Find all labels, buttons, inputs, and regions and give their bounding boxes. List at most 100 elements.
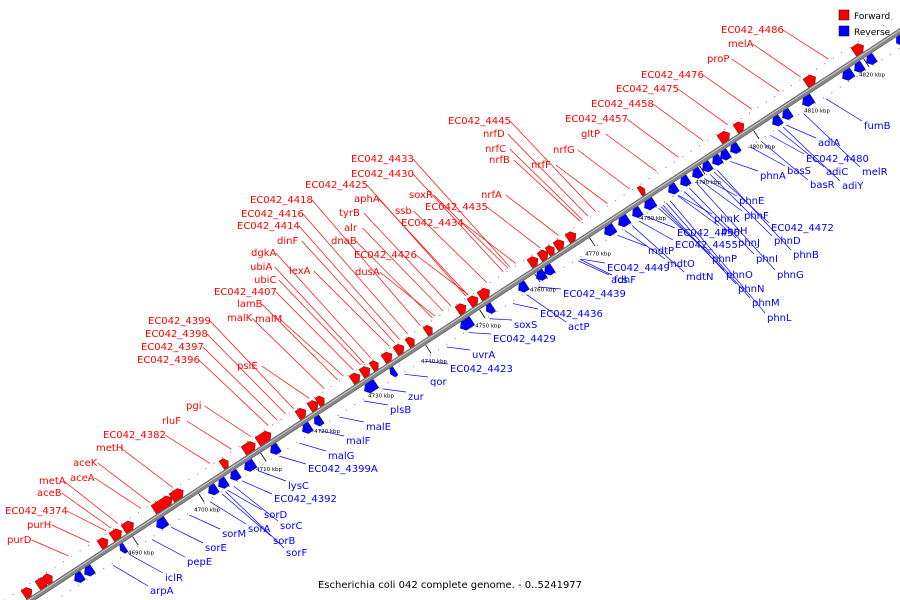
forward-gene-arrow[interactable]	[536, 249, 549, 262]
forward-gene-arrow[interactable]	[358, 366, 371, 379]
reverse-label-connector	[700, 180, 743, 212]
reverse-gene-label: adiA	[818, 138, 840, 149]
reverse-gene-arrow[interactable]	[866, 52, 878, 65]
reverse-label-connector	[446, 346, 471, 351]
forward-gene-arrow[interactable]	[96, 537, 109, 550]
forward-gene-arrow[interactable]	[392, 343, 405, 356]
reverse-gene-arrow[interactable]	[302, 421, 314, 434]
forward-gene-arrow[interactable]	[476, 287, 490, 302]
forward-gene-arrow[interactable]	[544, 245, 555, 257]
reverse-gene-arrow[interactable]	[314, 415, 325, 427]
forward-gene-arrow[interactable]	[636, 185, 646, 197]
reverse-gene-arrow[interactable]	[730, 141, 742, 154]
reverse-gene-label: pepE	[187, 557, 212, 568]
forward-gene-arrow[interactable]	[422, 324, 433, 337]
forward-gene-arrow[interactable]	[240, 441, 256, 456]
forward-label-connector	[51, 524, 90, 543]
reverse-gene-arrow[interactable]	[712, 153, 724, 166]
forward-gene-arrow[interactable]	[552, 239, 565, 252]
forward-gene-arrow[interactable]	[454, 303, 467, 316]
reverse-gene-arrow[interactable]	[218, 476, 230, 489]
forward-gene-arrow[interactable]	[716, 130, 730, 145]
forward-gene-arrow[interactable]	[466, 295, 479, 308]
forward-gene-arrow[interactable]	[150, 495, 173, 515]
reverse-gene-arrow[interactable]	[544, 263, 556, 276]
reverse-gene-arrow[interactable]	[854, 60, 866, 73]
forward-label-connector	[363, 212, 452, 307]
forward-label-connector	[206, 333, 286, 415]
forward-gene-arrow[interactable]	[218, 458, 229, 470]
reverse-gene-arrow[interactable]	[668, 182, 680, 195]
reverse-gene-arrow[interactable]	[842, 67, 856, 81]
forward-label-connector	[507, 133, 589, 217]
reverse-gene-arrow[interactable]	[208, 483, 220, 496]
reverse-gene-arrow[interactable]	[772, 114, 784, 127]
reverse-gene-arrow[interactable]	[692, 166, 704, 179]
reverse-gene-arrow[interactable]	[74, 570, 86, 583]
forward-gene-arrow[interactable]	[368, 360, 379, 372]
gene-arrows[interactable]	[20, 34, 900, 600]
forward-label-connector	[209, 320, 294, 409]
forward-gene-label: pgi	[186, 401, 201, 412]
reverse-gene-arrow[interactable]	[486, 302, 497, 314]
reverse-gene-arrow[interactable]	[720, 148, 732, 161]
forward-gene-arrow[interactable]	[802, 74, 816, 88]
forward-gene-arrow[interactable]	[294, 408, 307, 421]
reverse-gene-arrow[interactable]	[680, 174, 692, 187]
tick-mark	[132, 536, 139, 546]
reverse-gene-arrow[interactable]	[119, 543, 129, 554]
reverse-label-connector	[689, 187, 755, 255]
reverse-gene-arrow[interactable]	[536, 268, 548, 281]
forward-gene-arrow[interactable]	[42, 573, 53, 585]
reverse-label-connector	[678, 195, 713, 215]
forward-gene-arrow[interactable]	[108, 528, 122, 542]
forward-gene-label: aceA	[70, 473, 95, 484]
forward-gene-arrow[interactable]	[732, 121, 745, 134]
forward-label-connector	[198, 359, 269, 426]
reverse-gene-arrow[interactable]	[270, 442, 282, 455]
reverse-gene-arrow[interactable]	[389, 366, 399, 378]
reverse-gene-arrow[interactable]	[632, 205, 644, 219]
forward-gene-label: EC042_4458	[591, 99, 654, 110]
forward-gene-arrow[interactable]	[850, 43, 864, 57]
reverse-gene-arrow[interactable]	[518, 280, 530, 293]
forward-gene-arrow[interactable]	[20, 587, 33, 600]
reverse-gene-arrow[interactable]	[244, 458, 258, 472]
reverse-gene-arrow[interactable]	[782, 107, 794, 120]
reverse-gene-arrow[interactable]	[156, 516, 170, 530]
reverse-gene-arrow[interactable]	[644, 197, 658, 211]
reverse-gene-label: sorM	[222, 529, 246, 540]
forward-gene-arrow[interactable]	[404, 336, 415, 349]
forward-label-connector	[302, 213, 409, 335]
reverse-gene-label: sorD	[264, 510, 287, 521]
forward-gene-arrow[interactable]	[306, 400, 319, 413]
forward-gene-arrow[interactable]	[348, 372, 361, 385]
reverse-gene-arrow[interactable]	[604, 223, 618, 237]
forward-label-connector	[186, 420, 232, 450]
forward-label-connector	[362, 227, 444, 312]
forward-gene-arrow[interactable]	[254, 430, 272, 447]
forward-gene-arrow[interactable]	[526, 256, 539, 269]
reverse-gene-label: phnE	[739, 196, 764, 207]
reverse-gene-label: arpA	[150, 586, 174, 597]
reverse-gene-label: lysC	[288, 481, 309, 492]
forward-gene-arrow[interactable]	[314, 395, 325, 407]
reverse-gene-arrow[interactable]	[702, 160, 714, 173]
reverse-gene-arrow[interactable]	[364, 379, 380, 394]
reverse-gene-arrow[interactable]	[84, 564, 96, 577]
reverse-gene-arrow[interactable]	[802, 93, 816, 107]
reverse-gene-arrow[interactable]	[618, 214, 632, 228]
forward-gene-label: psiE	[237, 361, 258, 372]
forward-gene-label: EC042_4476	[641, 70, 704, 81]
forward-gene-arrow[interactable]	[168, 488, 184, 503]
reverse-label-connector	[578, 260, 610, 276]
forward-gene-arrow[interactable]	[380, 351, 393, 364]
reverse-gene-arrow[interactable]	[460, 316, 476, 331]
forward-gene-label: rluF	[162, 416, 181, 427]
tick-label: 4750 kbp	[475, 324, 501, 330]
forward-gene-arrow[interactable]	[120, 520, 134, 534]
reverse-gene-arrow[interactable]	[230, 468, 242, 481]
forward-gene-arrow[interactable]	[564, 231, 577, 244]
forward-gene-label: purH	[27, 520, 51, 531]
